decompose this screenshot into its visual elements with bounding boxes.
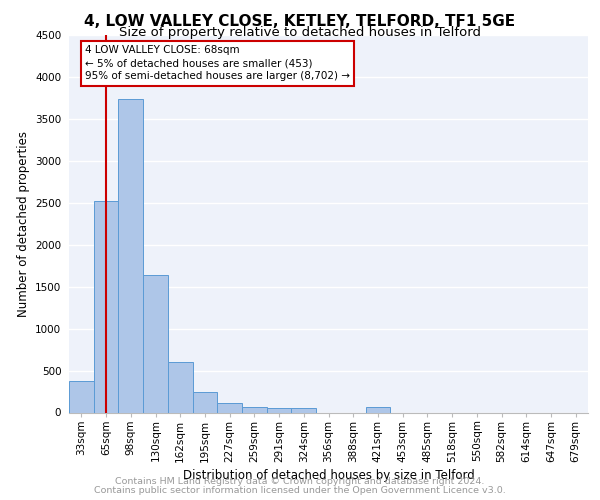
- Text: 4 LOW VALLEY CLOSE: 68sqm
← 5% of detached houses are smaller (453)
95% of semi-: 4 LOW VALLEY CLOSE: 68sqm ← 5% of detach…: [85, 45, 350, 82]
- Bar: [143, 275, 168, 412]
- Bar: [217, 404, 242, 412]
- X-axis label: Distribution of detached houses by size in Telford: Distribution of detached houses by size …: [182, 468, 475, 481]
- Bar: [118, 99, 143, 412]
- Bar: [242, 406, 267, 412]
- Y-axis label: Number of detached properties: Number of detached properties: [17, 130, 29, 317]
- Bar: [69, 380, 94, 412]
- Bar: [292, 408, 316, 412]
- Bar: [168, 362, 193, 412]
- Text: Size of property relative to detached houses in Telford: Size of property relative to detached ho…: [119, 26, 481, 39]
- Bar: [365, 406, 390, 412]
- Text: Contains HM Land Registry data © Crown copyright and database right 2024.: Contains HM Land Registry data © Crown c…: [115, 477, 485, 486]
- Bar: [267, 408, 292, 412]
- Text: Contains public sector information licensed under the Open Government Licence v3: Contains public sector information licen…: [94, 486, 506, 495]
- Bar: [94, 201, 118, 412]
- Bar: [193, 392, 217, 412]
- Text: 4, LOW VALLEY CLOSE, KETLEY, TELFORD, TF1 5GE: 4, LOW VALLEY CLOSE, KETLEY, TELFORD, TF…: [85, 14, 515, 29]
